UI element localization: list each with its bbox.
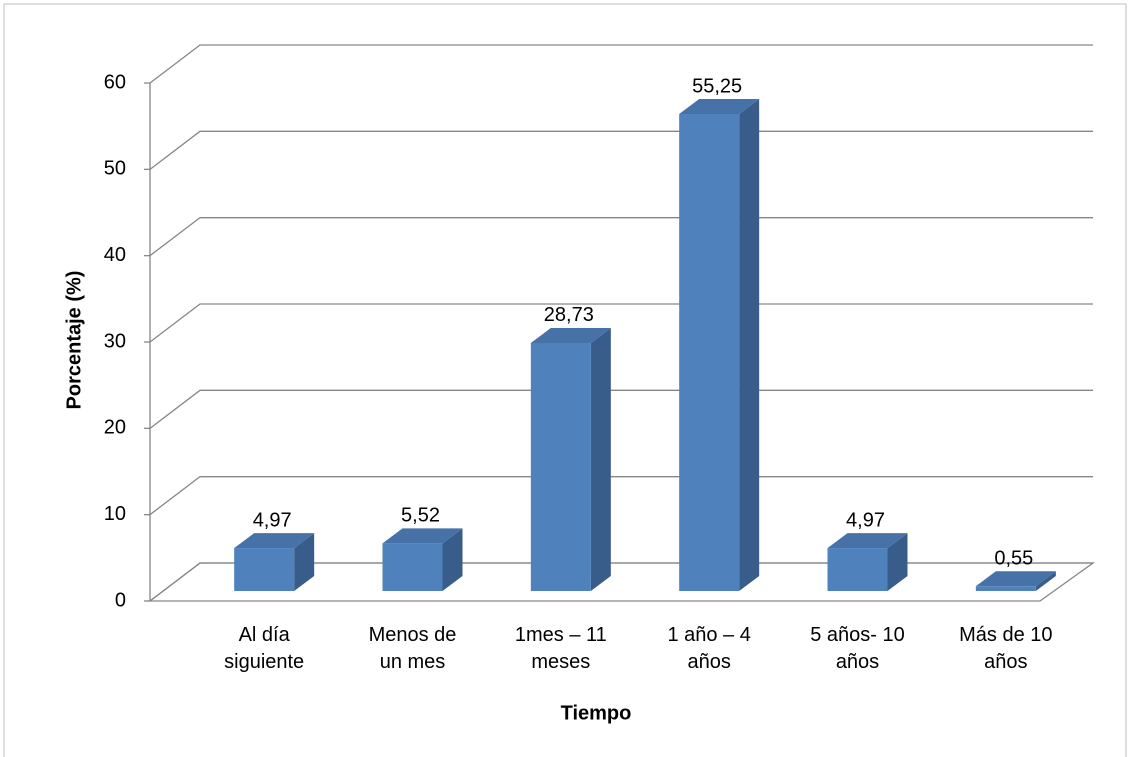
grid-line [149,476,1093,516]
data-label: 0,55 [994,548,1033,570]
x-tick-label: 1mes – 11 meses [514,624,607,673]
bar-top [382,528,463,544]
grid-line [149,217,1093,257]
bar-top [530,327,611,343]
bar [827,548,888,591]
data-label: 5,52 [401,505,440,527]
bar-side [739,99,760,591]
bar [530,342,591,591]
x-tick-label: 1 año – 4 años [667,624,751,673]
bar-top [679,99,760,115]
grid-line [149,303,1093,343]
grid-line [149,562,1093,602]
bar [975,586,1036,591]
grid-line [149,130,1093,170]
y-tick-label: 50 [104,158,126,180]
x-axis-title: Tiempo [561,702,632,724]
y-tick-label: 20 [104,417,126,439]
data-label: 55,25 [692,75,742,97]
y-tick-label: 30 [104,330,126,352]
x-tick-label: Menos de un mes [368,624,457,673]
data-label: 28,73 [544,304,594,326]
y-tick-label: 40 [104,244,126,266]
bar-top [234,533,315,549]
x-tick-label: 5 años- 10 años [810,624,905,673]
bar-top [975,571,1056,587]
bar-side [294,533,315,591]
chart-border [3,3,1127,757]
grid-line [149,389,1093,429]
bar [679,114,740,591]
bar [382,543,443,591]
bar [234,548,295,591]
y-tick-label: 0 [115,589,126,611]
y-axis-title: Porcentaje (%) [63,271,85,410]
bar-side [442,528,463,591]
data-label: 4,97 [253,509,292,531]
data-label: 4,97 [846,509,885,531]
y-tick-label: 10 [104,503,126,525]
bar-side [1035,571,1056,591]
grid-line [149,44,1093,84]
x-tick-label: Más de 10 años [959,624,1053,673]
x-tick-label: Al día siguiente [224,624,305,673]
bar-side [590,327,611,591]
bar-side [887,533,908,591]
y-tick-label: 60 [104,71,126,93]
bar-top [827,533,908,549]
